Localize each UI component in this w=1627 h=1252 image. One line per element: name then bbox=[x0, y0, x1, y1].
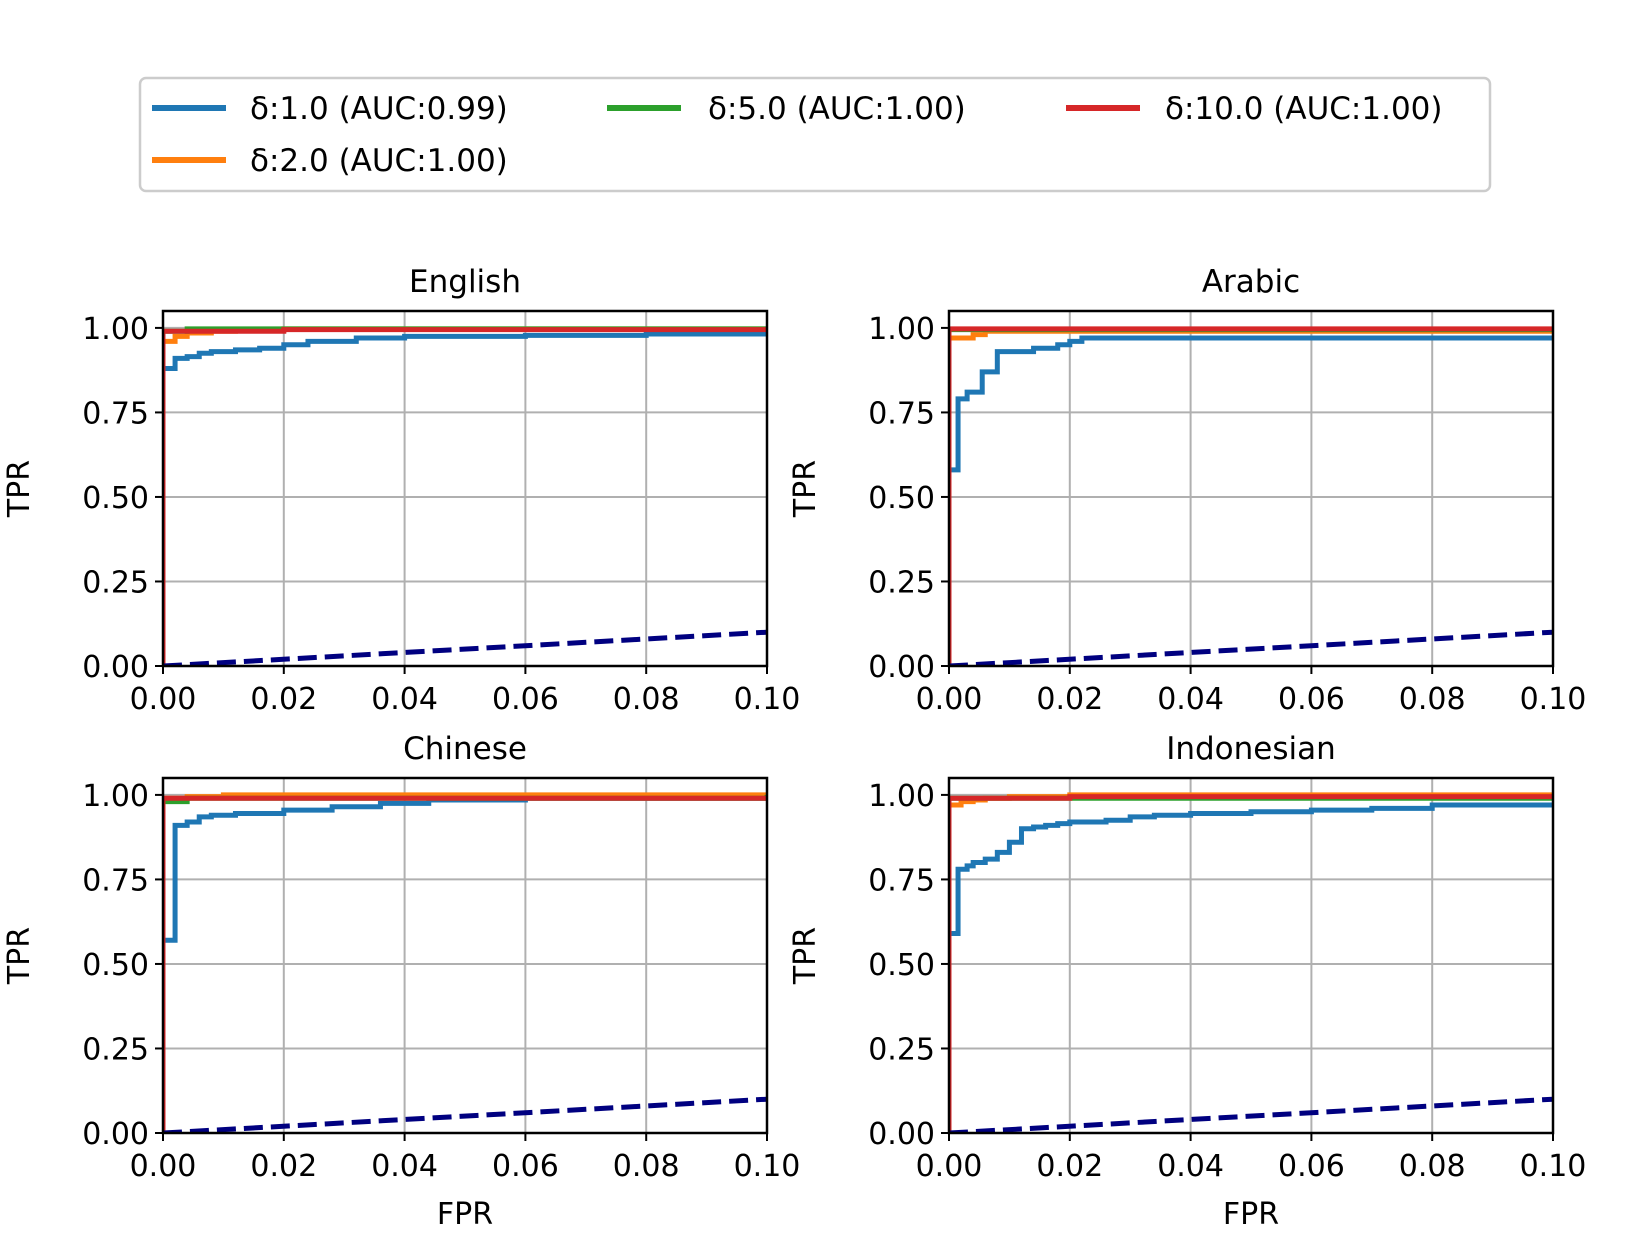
series-group bbox=[949, 792, 1553, 1133]
grid bbox=[162, 311, 768, 667]
legend-label: δ:10.0 (AUC:1.00) bbox=[1165, 91, 1443, 127]
roc-curve bbox=[163, 327, 767, 666]
legend-label: δ:1.0 (AUC:0.99) bbox=[250, 91, 508, 127]
roc-curve bbox=[949, 326, 1553, 666]
x-tick-label: 0.02 bbox=[1036, 682, 1103, 717]
subplot-title: English bbox=[409, 264, 521, 300]
y-tick-label: 0.25 bbox=[868, 565, 935, 600]
y-tick-label: 0.25 bbox=[82, 1032, 149, 1067]
y-tick-label: 0.75 bbox=[82, 863, 149, 898]
legend-entry: δ:2.0 (AUC:1.00) bbox=[152, 143, 508, 179]
y-axis-label: TPR bbox=[788, 460, 823, 518]
x-axis-label: FPR bbox=[1223, 1197, 1279, 1232]
subplot-chinese: 0.00 0.02 0.04 0.06 0.08 0.10 0.00 0.25 0.50 0.75… bbox=[2, 731, 800, 1232]
subplot-grid: 0.00 0.02 0.04 0.06 0.08 0.10 0.00 0.25 0.50 0.75… bbox=[2, 264, 1586, 1232]
x-tick-label: 0.04 bbox=[371, 682, 438, 717]
x-tick-label: 0.10 bbox=[734, 1149, 801, 1184]
subplot-title: Indonesian bbox=[1166, 731, 1336, 767]
axes-frame bbox=[161, 776, 769, 1135]
legend-entry: δ:5.0 (AUC:1.00) bbox=[607, 91, 966, 127]
grid bbox=[948, 778, 1554, 1134]
x-tick-label: 0.00 bbox=[916, 682, 983, 717]
subplot-title: Chinese bbox=[403, 731, 527, 767]
series-group bbox=[163, 792, 767, 1133]
roc-curve bbox=[163, 331, 767, 666]
y-tick-label: 0.50 bbox=[868, 481, 935, 516]
y-tick-label: 0.50 bbox=[868, 948, 935, 983]
x-axis-label: FPR bbox=[437, 1197, 493, 1232]
x-tick-label: 0.08 bbox=[613, 682, 680, 717]
y-axis-label: TPR bbox=[788, 927, 823, 985]
y-tick-label: 0.00 bbox=[868, 1117, 935, 1152]
legend-label: δ:2.0 (AUC:1.00) bbox=[250, 143, 508, 179]
y-tick-label: 0.75 bbox=[868, 396, 935, 431]
roc-curve bbox=[163, 795, 767, 1133]
x-tick-label: 0.04 bbox=[371, 1149, 438, 1184]
roc-curve bbox=[949, 802, 1553, 1133]
series-group bbox=[949, 326, 1553, 666]
legend-entry: δ:1.0 (AUC:0.99) bbox=[152, 91, 508, 127]
y-tick-label: 1.00 bbox=[82, 312, 149, 347]
x-tick-label: 0.00 bbox=[130, 682, 197, 717]
legend-entry: δ:10.0 (AUC:1.00) bbox=[1066, 91, 1443, 127]
x-tick-label: 0.08 bbox=[613, 1149, 680, 1184]
y-tick-label: 0.00 bbox=[82, 650, 149, 685]
x-tick-label: 0.06 bbox=[492, 1149, 559, 1184]
y-tick-label: 1.00 bbox=[82, 779, 149, 814]
grid bbox=[948, 311, 1554, 667]
y-tick-label: 0.00 bbox=[82, 1117, 149, 1152]
y-tick-label: 0.75 bbox=[868, 863, 935, 898]
legend: δ:1.0 (AUC:0.99) δ:5.0 (AUC:1.00) δ:10.0… bbox=[138, 76, 1492, 193]
x-tick-label: 0.02 bbox=[250, 1149, 317, 1184]
x-tick-label: 0.10 bbox=[1520, 682, 1587, 717]
axes-frame bbox=[161, 309, 769, 668]
legend-frame bbox=[138, 76, 1492, 193]
x-tick-label: 0.08 bbox=[1399, 682, 1466, 717]
chance-diagonal-line bbox=[163, 629, 767, 666]
x-tick-label: 0.08 bbox=[1399, 1149, 1466, 1184]
subplot-title: Arabic bbox=[1202, 264, 1300, 300]
y-tick-label: 0.25 bbox=[82, 565, 149, 600]
x-tick-label: 0.06 bbox=[1278, 682, 1345, 717]
y-tick-label: 0.50 bbox=[82, 481, 149, 516]
axes-frame bbox=[947, 776, 1555, 1135]
x-tick-label: 0.04 bbox=[1157, 1149, 1224, 1184]
y-tick-label: 1.00 bbox=[868, 312, 935, 347]
subplot-english: 0.00 0.02 0.04 0.06 0.08 0.10 0.00 0.25 0.50 0.75… bbox=[2, 264, 800, 717]
x-tick-label: 0.10 bbox=[734, 682, 801, 717]
y-tick-label: 0.25 bbox=[868, 1032, 935, 1067]
y-tick-label: 0.50 bbox=[82, 948, 149, 983]
x-tick-label: 0.10 bbox=[1520, 1149, 1587, 1184]
y-tick-label: 0.75 bbox=[82, 396, 149, 431]
y-axis-label: TPR bbox=[2, 460, 37, 518]
roc-curve bbox=[949, 794, 1553, 1133]
grid bbox=[162, 778, 768, 1134]
x-tick-label: 0.00 bbox=[130, 1149, 197, 1184]
series-group bbox=[163, 326, 767, 666]
y-tick-label: 1.00 bbox=[868, 779, 935, 814]
legend-label: δ:5.0 (AUC:1.00) bbox=[708, 91, 966, 127]
chance-diagonal-line bbox=[949, 629, 1553, 666]
x-tick-label: 0.00 bbox=[916, 1149, 983, 1184]
x-tick-label: 0.04 bbox=[1157, 682, 1224, 717]
chance-diagonal-line bbox=[949, 1096, 1553, 1133]
roc-curve bbox=[949, 335, 1553, 666]
y-axis-label: TPR bbox=[2, 927, 37, 985]
subplot-indonesian: 0.00 0.02 0.04 0.06 0.08 0.10 0.00 0.25 0.50 0.75… bbox=[788, 731, 1586, 1232]
x-tick-label: 0.06 bbox=[492, 682, 559, 717]
chance-diagonal-line bbox=[163, 1096, 767, 1133]
y-tick-label: 0.00 bbox=[868, 650, 935, 685]
x-tick-label: 0.02 bbox=[1036, 1149, 1103, 1184]
x-tick-label: 0.02 bbox=[250, 682, 317, 717]
subplot-arabic: 0.00 0.02 0.04 0.06 0.08 0.10 0.00 0.25 0.50 0.75… bbox=[788, 264, 1586, 717]
axes-frame bbox=[947, 309, 1555, 668]
x-tick-label: 0.06 bbox=[1278, 1149, 1345, 1184]
